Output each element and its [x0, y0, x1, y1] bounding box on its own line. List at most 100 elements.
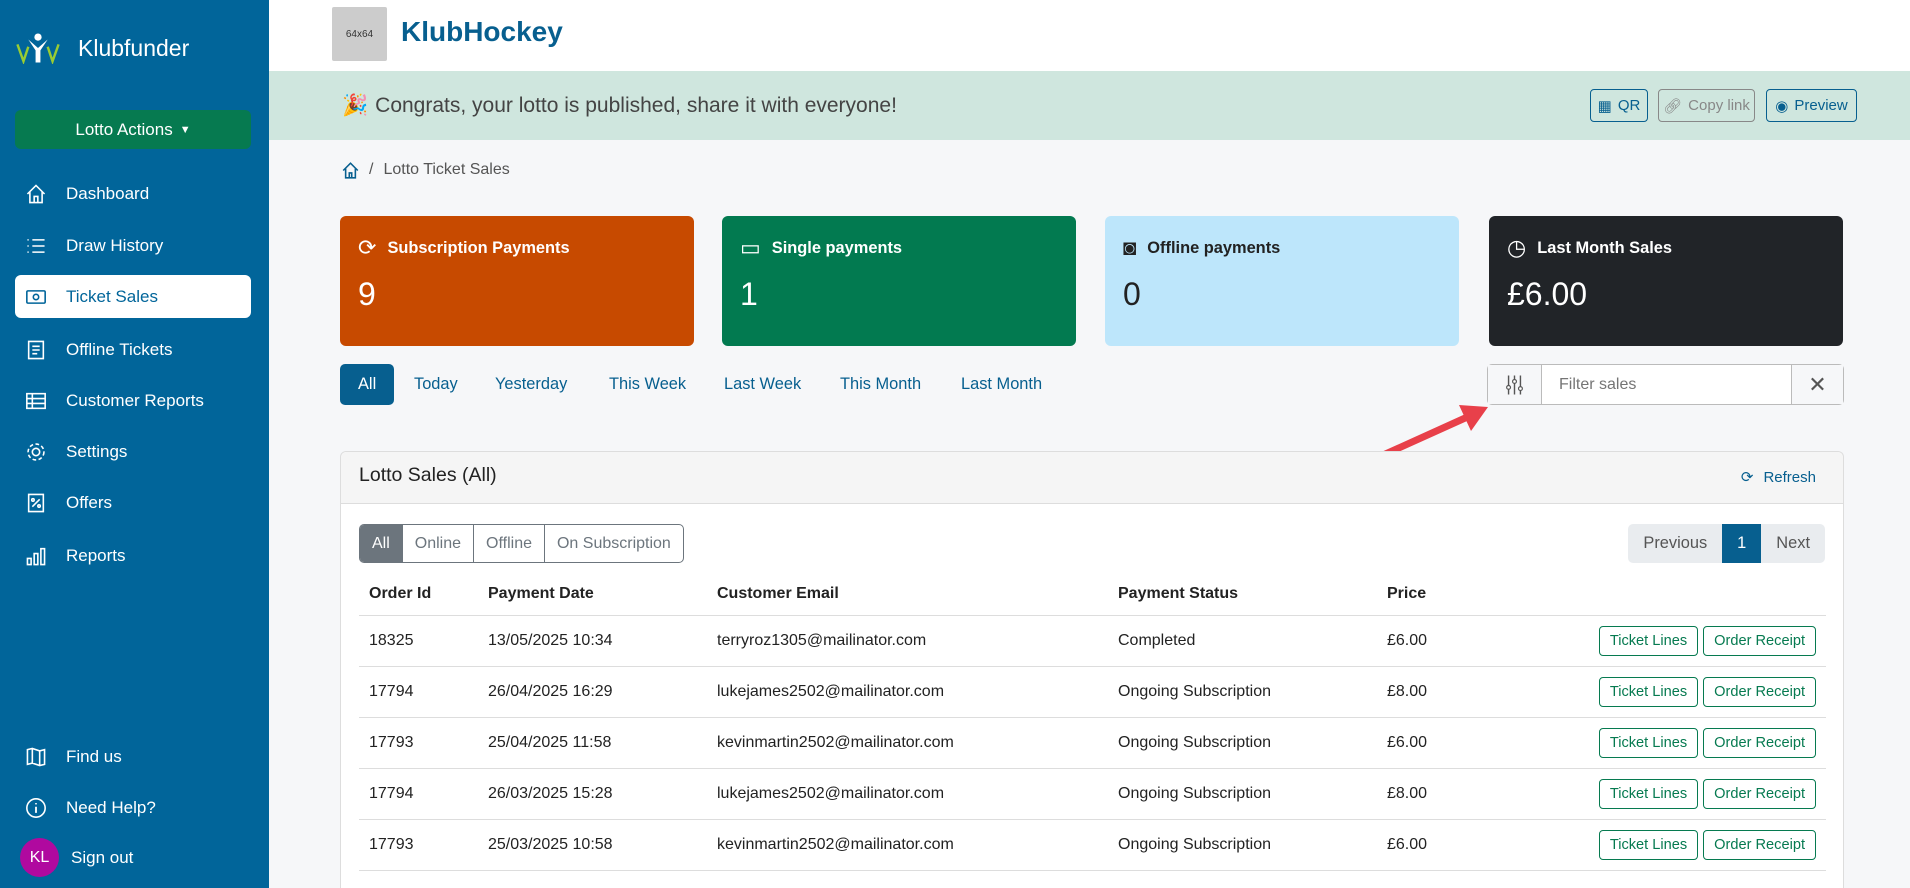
copy-link-label: Copy link — [1688, 97, 1750, 114]
stat-card-value: 9 — [358, 276, 376, 312]
panel-title: Lotto Sales (All) — [359, 464, 497, 486]
ticket-lines-button[interactable]: Ticket Lines — [1598, 778, 1699, 809]
segment-all[interactable]: All — [360, 525, 402, 562]
stat-card-value: 0 — [1123, 276, 1141, 312]
refresh-button[interactable]: ⟳ Refresh — [1741, 468, 1816, 487]
table-cell: 17793 — [359, 819, 478, 871]
sidebar-item-need-help[interactable]: Need Help? — [15, 786, 251, 829]
lotto-actions-button[interactable]: Lotto Actions ▼ — [15, 110, 251, 149]
table-cell: 18325 — [359, 615, 478, 667]
copy-link-button[interactable]: 🔗︎ Copy link — [1658, 89, 1755, 122]
table-cell: 26/04/2025 16:29 — [478, 666, 707, 718]
sidebar-item-dashboard[interactable]: Dashboard — [15, 172, 251, 215]
next-page-button[interactable]: Next — [1776, 534, 1810, 552]
close-icon: ✕ — [1808, 371, 1827, 397]
filter-sales-input[interactable] — [1542, 365, 1791, 404]
table-row: 18325 13/05/2025 10:34 terryroz1305@mailin… — [359, 615, 1826, 667]
sidebar-item-offers[interactable]: Offers — [15, 481, 251, 524]
banner-message: Congrats, your lotto is published, share… — [375, 94, 897, 117]
tab-today[interactable]: Today — [414, 375, 458, 393]
sidebar-item-find-us[interactable]: Find us — [15, 735, 251, 778]
sidebar-item-offline-tickets[interactable]: Offline Tickets — [15, 328, 251, 371]
sidebar-item-ticket-sales[interactable]: Ticket Sales — [15, 275, 251, 318]
home-icon — [26, 183, 46, 203]
tab-this-week[interactable]: This Week — [609, 375, 687, 393]
segment-offline[interactable]: Offline — [473, 525, 544, 562]
sidebar-item-label: Offers — [66, 492, 112, 512]
previous-page-button[interactable]: Previous — [1643, 534, 1708, 552]
preview-button[interactable]: ◉ Preview — [1766, 89, 1857, 122]
party-popper-icon: 🎉 — [342, 94, 369, 117]
table-cell: 17793 — [359, 717, 478, 769]
stat-card-0: ⟳ Subscription Payments 9 — [340, 216, 694, 346]
table-cell: 17794 — [359, 666, 478, 718]
row-actions: Ticket Lines Order Receipt — [1535, 666, 1826, 718]
tab-yesterday[interactable]: Yesterday — [495, 375, 568, 393]
qr-button[interactable]: ▦ QR — [1590, 89, 1648, 122]
brand-logo[interactable]: Klubfunder — [15, 32, 189, 64]
column-header: Payment Date — [478, 574, 707, 616]
breadcrumb-separator: / — [369, 161, 374, 178]
sidebar-item-label: Need Help? — [66, 797, 156, 817]
table-cell: £6.00 — [1377, 717, 1535, 769]
order-receipt-button[interactable]: Order Receipt — [1703, 625, 1816, 656]
ticket-lines-button[interactable]: Ticket Lines — [1598, 829, 1699, 860]
sidebar-item-settings[interactable]: Settings — [15, 430, 251, 473]
table-cell: Completed — [1108, 615, 1377, 667]
row-actions: Ticket Lines Order Receipt — [1535, 615, 1826, 667]
table-cell: Ongoing Subscription — [1108, 666, 1377, 718]
qr-code-icon: ▦ — [1597, 97, 1612, 115]
segment-on-subscription[interactable]: On Subscription — [543, 525, 683, 562]
clear-filter-button[interactable]: ✕ — [1791, 365, 1843, 404]
sidebar-item-label: Reports — [66, 545, 126, 565]
stat-card-value: 1 — [740, 276, 758, 312]
sign-out-button[interactable]: KL Sign out — [15, 836, 251, 879]
filter-options-button[interactable] — [1488, 365, 1542, 404]
stat-card-value: £6.00 — [1507, 276, 1588, 312]
order-receipt-button[interactable]: Order Receipt — [1703, 778, 1816, 809]
tab-last-month[interactable]: Last Month — [961, 375, 1043, 393]
stat-card-3: ◷ Last Month Sales £6.00 — [1489, 216, 1843, 346]
order-receipt-button[interactable]: Order Receipt — [1703, 676, 1816, 707]
order-receipt-button[interactable]: Order Receipt — [1703, 829, 1816, 860]
sidebar-item-label: Customer Reports — [66, 390, 204, 410]
ticket-lines-button[interactable]: Ticket Lines — [1598, 676, 1699, 707]
tab-all[interactable]: All — [340, 364, 395, 405]
table-row: 17793 25/03/2025 10:58 kevinmartin2502@mai… — [359, 819, 1826, 871]
link-icon: 🔗︎ — [1663, 97, 1683, 115]
clock-icon: ◷ — [1507, 235, 1527, 260]
table-cell: £6.00 — [1377, 819, 1535, 871]
column-header: Order Id — [359, 574, 478, 616]
table-cell: Ongoing Subscription — [1108, 768, 1377, 820]
segment-online[interactable]: Online — [401, 525, 473, 562]
sidebar-item-label: Dashboard — [66, 183, 150, 203]
home-icon[interactable] — [342, 161, 359, 179]
refresh-icon: ⟳ — [358, 235, 377, 260]
published-banner: 🎉 Congrats, your lotto is published, shar… — [269, 71, 1910, 140]
page-1-button[interactable]: 1 — [1722, 524, 1762, 563]
gear-icon — [27, 442, 45, 461]
ticket-lines-button[interactable]: Ticket Lines — [1598, 727, 1699, 758]
table-cell: £8.00 — [1377, 768, 1535, 820]
lotto-sales-panel: Lotto Sales (All) ⟳ Refresh All Online Offl… — [340, 451, 1844, 888]
ticket-lines-button[interactable]: Ticket Lines — [1598, 625, 1699, 656]
eye-icon: ◉ — [1775, 97, 1789, 115]
refresh-label: Refresh — [1763, 468, 1816, 486]
table-cell: 26/03/2025 15:28 — [478, 768, 707, 820]
sidebar-item-customer-reports[interactable]: Customer Reports — [15, 379, 251, 422]
sidebar-item-reports[interactable]: Reports — [15, 534, 251, 577]
info-icon — [26, 797, 46, 818]
column-header: Payment Status — [1108, 574, 1377, 616]
sidebar-item-label: Offline Tickets — [66, 339, 173, 359]
tab-last-week[interactable]: Last Week — [724, 375, 802, 393]
club-name: KlubHockey — [401, 16, 563, 47]
column-header: Price — [1377, 574, 1535, 616]
table-cell: £8.00 — [1377, 666, 1535, 718]
panel-header: Lotto Sales (All) ⟳ Refresh — [341, 452, 1843, 504]
table-cell: 25/04/2025 11:58 — [478, 717, 707, 769]
order-receipt-button[interactable]: Order Receipt — [1703, 727, 1816, 758]
sidebar-item-draw-history[interactable]: Draw History — [15, 224, 251, 267]
table-cell: lukejames2502@mailinator.com — [707, 666, 1108, 718]
stat-card-title: Offline payments — [1147, 238, 1281, 257]
tab-this-month[interactable]: This Month — [840, 375, 922, 393]
